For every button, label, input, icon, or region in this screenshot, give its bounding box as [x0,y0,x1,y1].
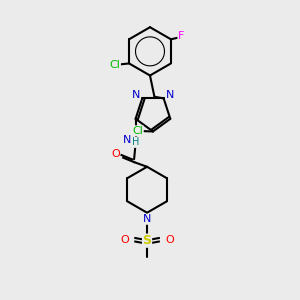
Text: N: N [123,135,131,145]
Text: F: F [178,31,184,41]
Text: O: O [111,149,120,159]
Text: O: O [165,235,174,244]
Text: Cl: Cl [132,126,143,136]
Text: O: O [120,235,129,244]
Text: S: S [142,234,152,247]
Text: H: H [133,137,140,147]
Text: N: N [131,90,140,100]
Text: N: N [143,214,151,224]
Text: Cl: Cl [110,60,120,70]
Text: N: N [166,90,174,100]
